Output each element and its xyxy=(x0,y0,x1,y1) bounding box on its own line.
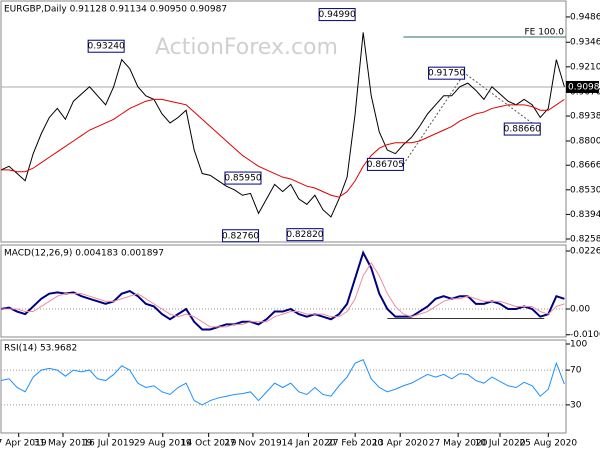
series-line xyxy=(0,359,565,406)
panel-title: RSI(14) 53.9682 xyxy=(4,344,77,354)
y-tick-label: 30 xyxy=(570,400,582,410)
y-tick-label: 100 xyxy=(570,340,587,350)
current-price-box xyxy=(566,80,599,93)
series-line xyxy=(1,98,565,198)
x-tick-label: 17 Apr 2019 xyxy=(0,439,47,449)
annotation-label: 0.88660 xyxy=(504,125,541,135)
annotation-box xyxy=(503,122,541,136)
panel-title: MACD(12,26,9) 0.004183 0.001897 xyxy=(4,249,164,259)
y-tick-label: 0.022662 xyxy=(570,247,600,257)
annotation-label: 0.91750 xyxy=(428,69,465,79)
annotation-box xyxy=(286,228,324,242)
y-tick-label: -0.010052 xyxy=(570,330,600,340)
panel-frame xyxy=(0,0,567,243)
annotation-label: 0.93240 xyxy=(88,42,125,52)
x-tick-label: 27 Nov 2019 xyxy=(224,439,282,449)
annotation-box xyxy=(224,171,262,185)
x-tick-label: 14 Oct 2019 xyxy=(181,439,237,449)
current-price-label: 0.90987 xyxy=(568,82,600,92)
annotation-label: 0.94990 xyxy=(319,10,356,20)
series-line xyxy=(0,32,565,218)
series-line xyxy=(0,250,565,331)
annotation-label: 0.86705 xyxy=(367,160,404,170)
annotation-box xyxy=(428,66,466,80)
annotation-label: 0.85950 xyxy=(224,174,261,184)
annotation-label: 0.82760 xyxy=(222,231,259,241)
x-tick-label: 27 Feb 2020 xyxy=(327,439,383,449)
annotation-label: 0.82820 xyxy=(286,230,323,240)
x-tick-label: 13 Apr 2020 xyxy=(372,439,428,449)
x-tick-label: 14 Jan 2020 xyxy=(281,439,335,449)
panel-frame xyxy=(0,339,567,434)
x-tick-label: 27 May 2020 xyxy=(429,439,488,449)
x-tick-label: 10 Jul 2020 xyxy=(475,439,526,449)
annotation-box xyxy=(318,8,356,22)
fe-label: FE 100.0 xyxy=(525,28,565,38)
annotation-box xyxy=(87,39,125,53)
annotation-box xyxy=(222,229,260,243)
panel-frame xyxy=(0,244,567,338)
y-tick-label: 0.00 xyxy=(570,305,590,315)
series-line xyxy=(1,261,565,328)
y-tick-label: 70 xyxy=(570,366,582,376)
x-tick-label: 16 Jul 2019 xyxy=(83,439,134,449)
panel-title: EURGBP,Daily 0.91128 0.91134 0.90950 0.9… xyxy=(4,5,227,15)
y-tick-label: 0.82580 xyxy=(570,235,600,245)
watermark: ActionForex.com xyxy=(155,35,338,60)
x-tick-label: 25 Aug 2020 xyxy=(519,439,577,449)
annotation-box xyxy=(366,157,404,171)
x-tick-label: 29 Aug 2019 xyxy=(134,439,192,449)
x-tick-label: 31 May 2019 xyxy=(34,439,93,449)
